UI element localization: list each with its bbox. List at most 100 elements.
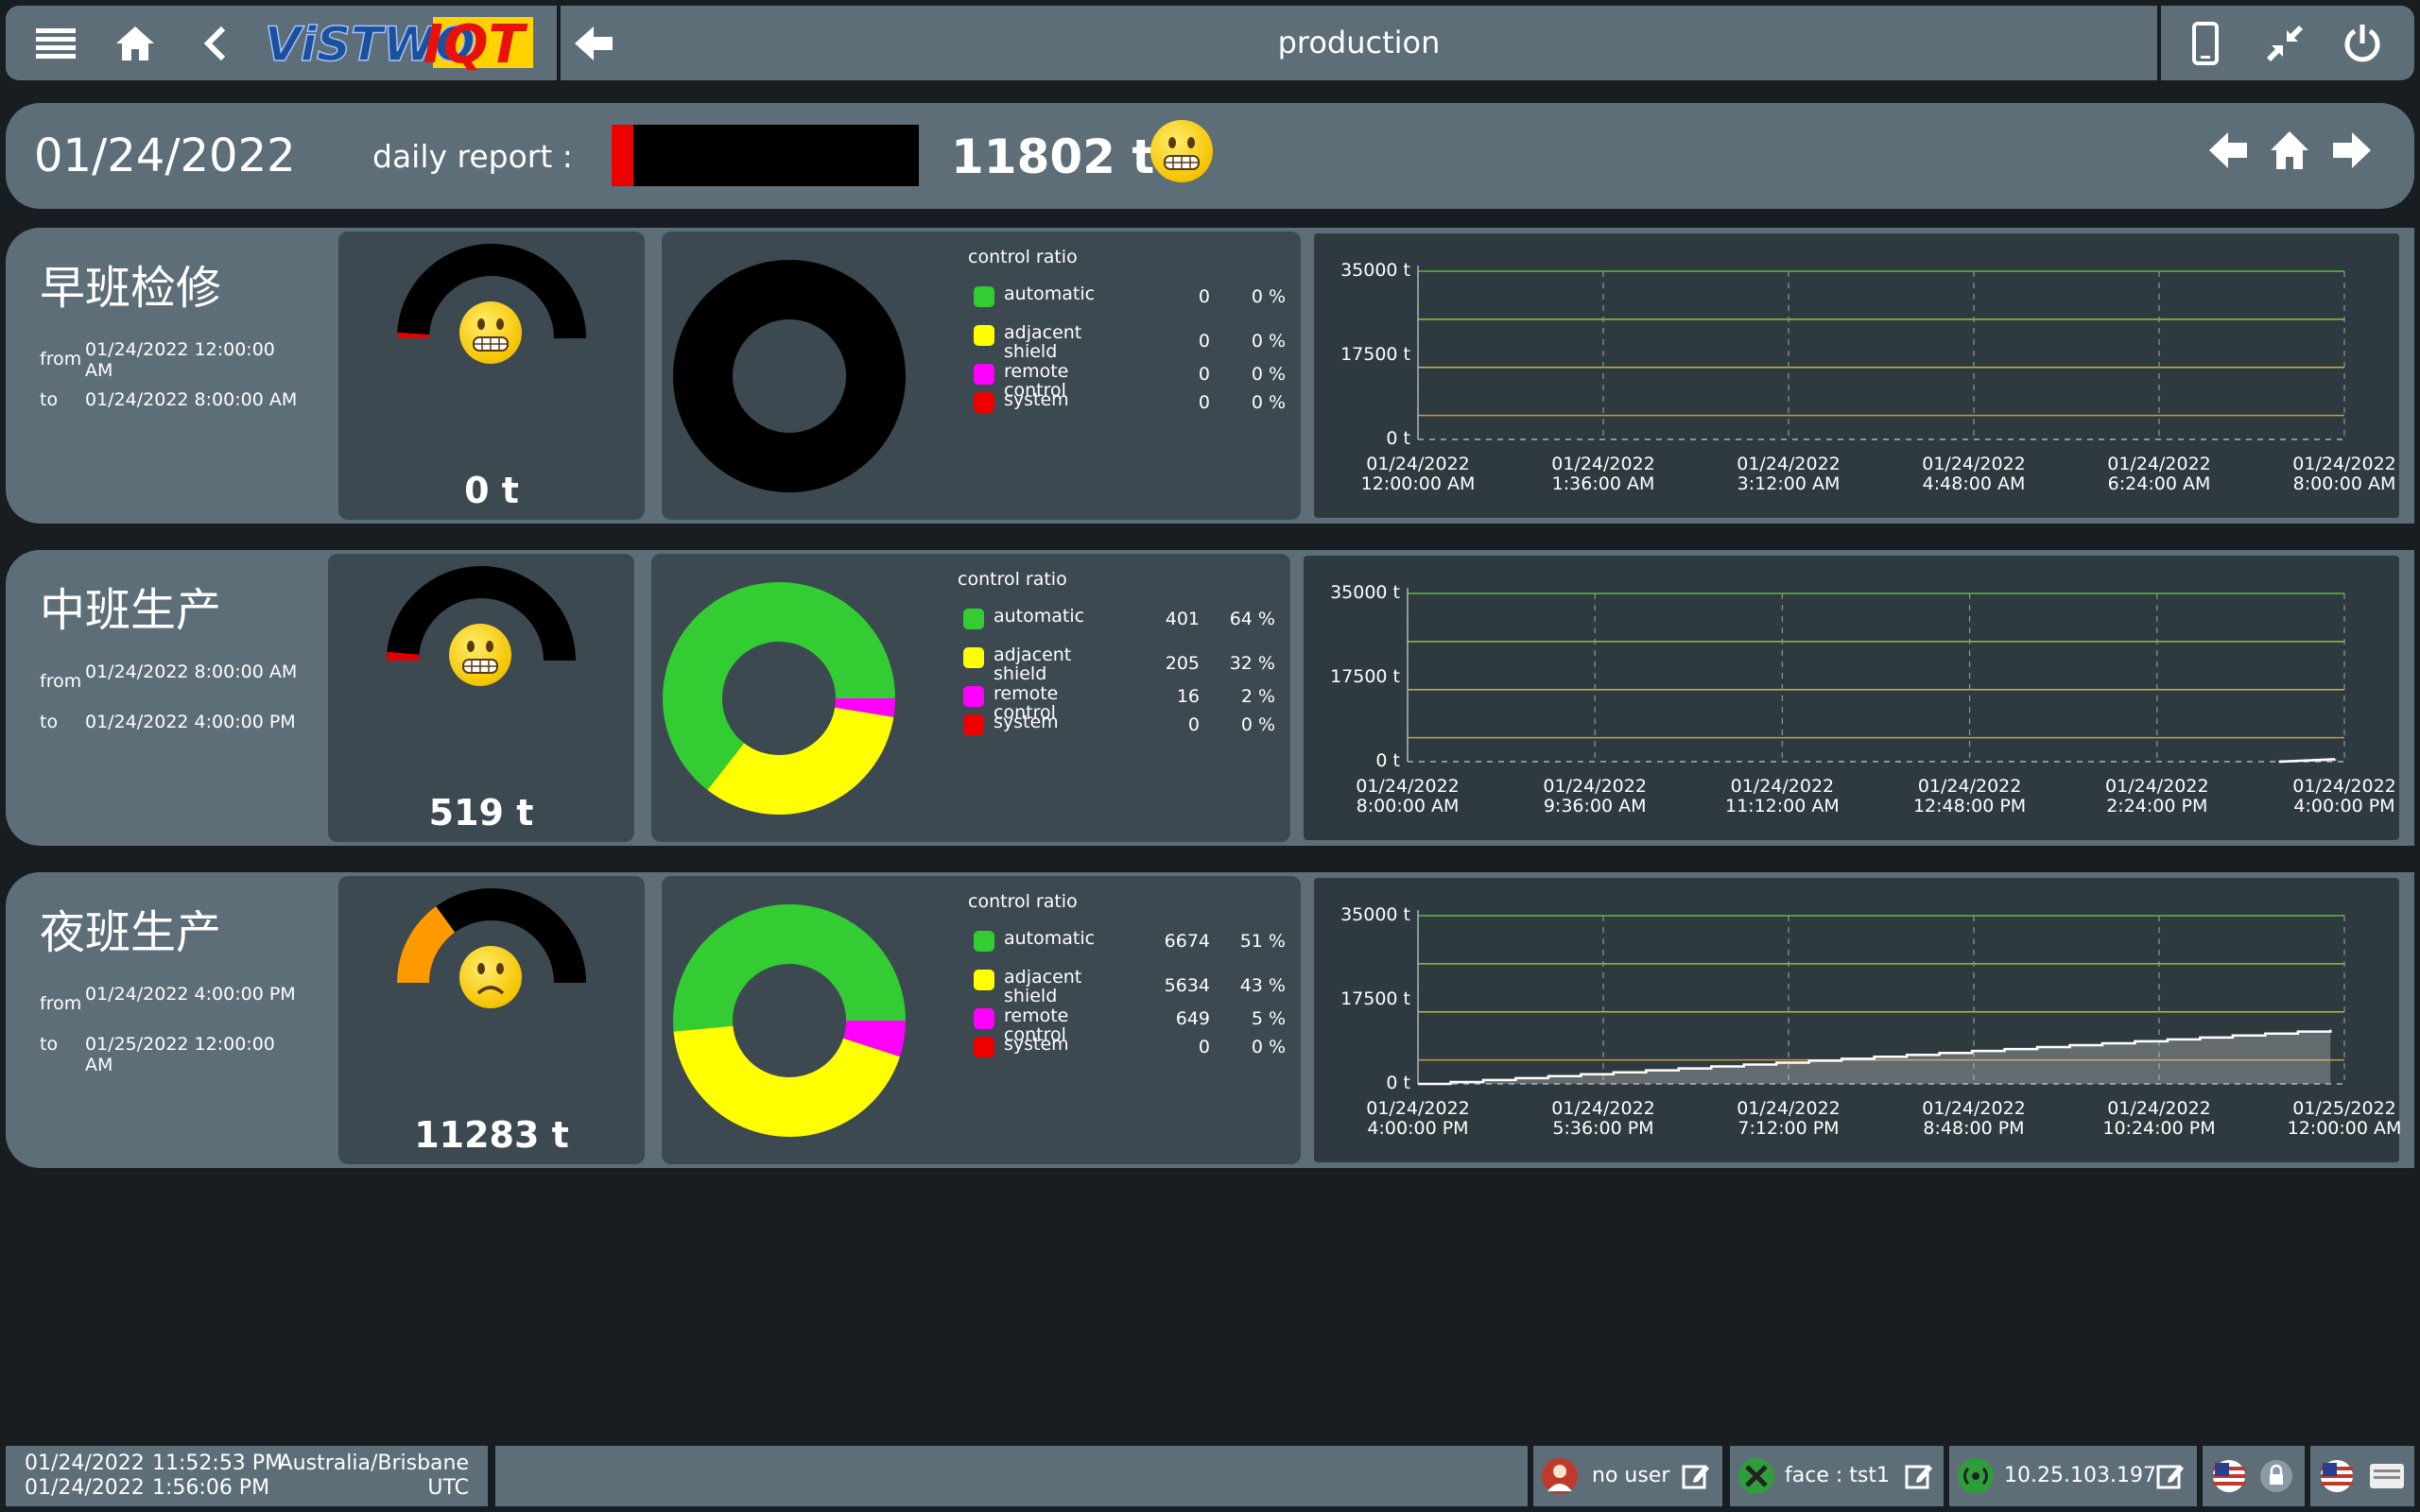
legend-swatch (974, 364, 994, 385)
vistwo-iqt-logo: ViSTWO IQT (263, 13, 537, 76)
chevron-left-icon (203, 26, 226, 60)
cumulative-line (1418, 1029, 2332, 1086)
face-panel[interactable]: face : tst1 (1730, 1446, 1944, 1506)
home-button[interactable] (102, 6, 168, 80)
local-timezone: Australia/Brisbane (278, 1452, 469, 1475)
y-tick-label: 17500 t (1340, 344, 1410, 365)
x-tick-label: 01/24/2022 6:24:00 AM (2107, 454, 2211, 494)
x-tick-label: 01/24/2022 10:24:00 PM (2102, 1098, 2216, 1139)
network-panel[interactable]: 10.25.103.197 (1949, 1446, 2197, 1506)
y-tick-label: 35000 t (1340, 904, 1410, 925)
shift-total: 0 t (464, 470, 519, 511)
legend-label: adjacent shield (994, 644, 1072, 684)
legend-swatch (963, 647, 984, 668)
donut-slice (843, 1021, 906, 1057)
back-button[interactable] (182, 6, 248, 80)
mobile-view-button[interactable] (2172, 6, 2238, 80)
legend-swatch (974, 1008, 994, 1029)
shift-from-time: 01/24/2022 12:00:00 AM (85, 339, 275, 381)
report-date: 01/24/2022 (34, 129, 296, 182)
legend-count: 5634 (1164, 975, 1210, 996)
gauge-fill (397, 332, 430, 338)
chart-plot (1417, 266, 2345, 440)
utc-timezone: UTC (427, 1476, 469, 1500)
report-mood-icon (1150, 120, 1213, 182)
control-ratio-panel: control ratio automatic 6674 51 % adjacent s… (662, 876, 1301, 1164)
shift-from-label: from (40, 671, 82, 692)
power-icon (2344, 24, 2380, 61)
legend-percent: 0 % (1251, 331, 1286, 352)
y-tick-label: 17500 t (1330, 666, 1400, 687)
y-tick-label: 35000 t (1330, 582, 1400, 603)
gauge-track (387, 565, 576, 661)
legend-percent: 5 % (1251, 1008, 1286, 1029)
legend-label: automatic (1004, 284, 1096, 304)
donut-slice (663, 581, 895, 791)
arrow-left-icon (2209, 132, 2247, 168)
gauge-track (397, 243, 586, 338)
control-ratio-donut (663, 581, 895, 815)
y-tick-label: 0 t (1386, 428, 1410, 449)
legend-percent: 0 % (1251, 1037, 1286, 1057)
legend-count: 0 (1198, 286, 1210, 307)
y-tick-label: 0 t (1386, 1073, 1410, 1093)
gauge-fill (387, 651, 420, 661)
legend-label: system (1004, 389, 1069, 410)
grimace-face-icon (449, 624, 511, 686)
shift-to-time: 01/24/2022 4:00:00 PM (85, 712, 296, 732)
shift-name: 夜班生产 (40, 906, 222, 959)
production-chart: 35000 t 17500 t 0 t 01/24/2022 8:00:00 AM 01… (1304, 556, 2399, 840)
chart-plot (1417, 910, 2345, 1086)
legend-label: automatic (994, 606, 1085, 627)
legend-swatch (963, 686, 984, 707)
y-tick-label: 0 t (1375, 750, 1400, 771)
shift-from-label: from (40, 349, 82, 369)
shift-total: 519 t (428, 792, 534, 833)
user-panel[interactable]: no user (1533, 1446, 1722, 1506)
signal-icon (1958, 1458, 1994, 1494)
legend-percent: 32 % (1229, 653, 1275, 674)
clock-panel: 01/24/2022 11:52:53 PM Australia/Brisban… (6, 1446, 488, 1506)
production-chart: 35000 t 17500 t 0 t 01/24/2022 12:00:00 AM 0… (1314, 233, 2399, 518)
language-panel[interactable] (2203, 1446, 2305, 1506)
previous-day-button[interactable] (2207, 129, 2253, 179)
edit-icon (1905, 1465, 1932, 1489)
collapse-button[interactable] (2252, 6, 2318, 80)
legend-percent: 0 % (1251, 392, 1286, 413)
legend-count: 205 (1165, 653, 1200, 674)
donut-slice (673, 1025, 900, 1137)
shift-to-time: 01/24/2022 8:00:00 AM (85, 389, 298, 410)
utc-date: 01/24/2022 (25, 1476, 145, 1500)
phone-icon (2192, 21, 2219, 65)
legend-label: remote control (1004, 1005, 1069, 1045)
message-area (495, 1446, 1528, 1506)
power-button[interactable] (2329, 6, 2395, 80)
legend-count: 0 (1198, 331, 1210, 352)
next-day-button[interactable] (2331, 129, 2377, 179)
control-ratio-title: control ratio (968, 891, 1078, 912)
face-label: face : tst1 (1785, 1464, 1890, 1487)
gauge-track (397, 887, 586, 983)
today-button[interactable] (2269, 129, 2314, 179)
report-label: daily report : (372, 138, 573, 175)
legend-swatch (974, 392, 994, 413)
keyboard-panel[interactable] (2310, 1446, 2414, 1506)
legend-percent: 0 % (1240, 714, 1275, 735)
menu-button[interactable] (23, 6, 89, 80)
utc-time: 1:56:06 PM (152, 1476, 270, 1500)
shift-gauge (387, 565, 576, 661)
user-avatar-icon (1542, 1458, 1578, 1494)
x-tick-label: 01/24/2022 8:48:00 PM (1922, 1098, 2026, 1139)
user-name: no user (1592, 1464, 1670, 1487)
shift-to-label: to (40, 1034, 59, 1055)
edit-icon (1682, 1465, 1709, 1489)
x-tick-label: 01/24/2022 5:36:00 PM (1551, 1098, 1655, 1139)
x-tick-label: 01/24/2022 8:00:00 AM (1356, 776, 1460, 816)
svg-text:IQT: IQT (424, 14, 527, 72)
production-chart: 35000 t 17500 t 0 t 01/24/2022 4:00:00 PM 01… (1314, 878, 2401, 1162)
x-tick-label: 01/24/2022 12:48:00 PM (1912, 776, 2027, 816)
navigate-back-button[interactable] (561, 6, 627, 80)
control-ratio-donut (673, 260, 906, 492)
legend-label: system (1004, 1034, 1069, 1055)
compress-icon (2267, 25, 2303, 61)
